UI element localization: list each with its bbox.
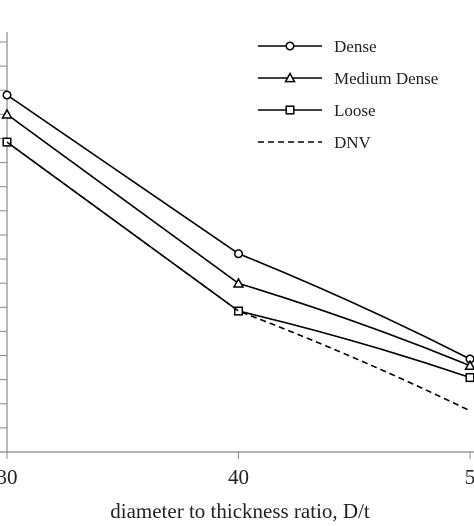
data-point-loose	[465, 372, 474, 383]
series-line-loose	[6, 141, 471, 379]
data-point-medium-dense	[464, 359, 474, 370]
series-line-dnv	[6, 141, 471, 412]
x-tick-label: 30	[0, 465, 18, 489]
legend-marker-medium-dense	[284, 71, 296, 83]
legend-marker-dense	[285, 41, 295, 51]
legend-label-loose: Loose	[334, 101, 376, 120]
data-point-medium-dense	[232, 277, 245, 288]
legend-label-medium-dense: Medium Dense	[334, 69, 438, 88]
series-line-dense	[6, 94, 471, 360]
series-layer	[1, 90, 474, 412]
data-point-dense	[233, 249, 244, 259]
legend-label-dense: Dense	[334, 37, 376, 56]
x-tick-label: 40	[228, 465, 249, 489]
axes: 30 40 5	[0, 32, 474, 489]
series-line-medium-dense	[6, 113, 471, 367]
legend: Dense Medium Dense Loose DNV	[258, 37, 438, 152]
x-axis-title: diameter to thickness ratio, D/t	[110, 499, 370, 523]
data-point-dense	[2, 90, 12, 100]
legend-marker-loose	[285, 105, 295, 115]
data-point-medium-dense	[1, 108, 13, 119]
x-tick-label: 5	[465, 465, 474, 489]
data-point-loose	[233, 306, 244, 316]
legend-label-dnv: DNV	[334, 133, 372, 152]
